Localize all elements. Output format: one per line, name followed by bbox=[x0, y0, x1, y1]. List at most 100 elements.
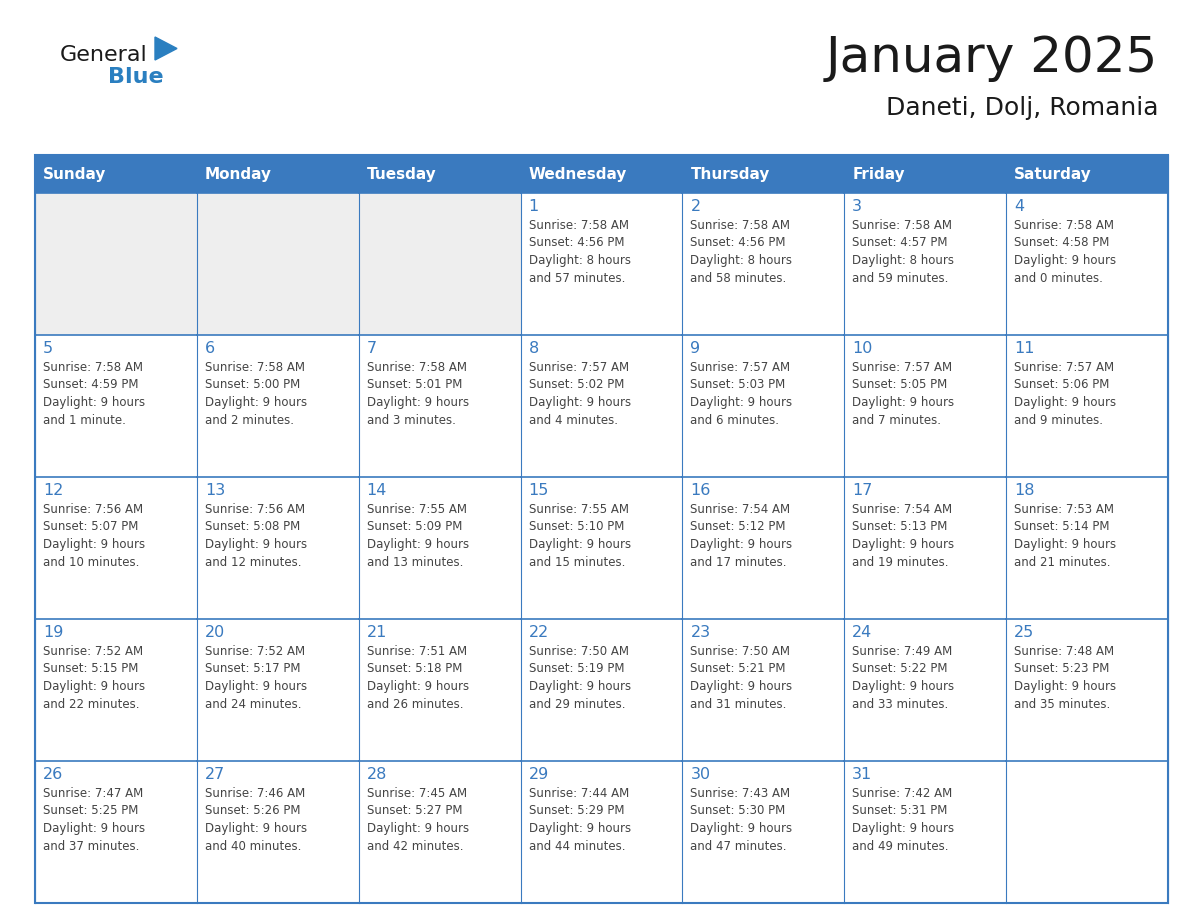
Bar bbox=[359, 335, 520, 477]
Text: Sunrise: 7:52 AM
Sunset: 5:17 PM
Daylight: 9 hours
and 24 minutes.: Sunrise: 7:52 AM Sunset: 5:17 PM Dayligh… bbox=[204, 645, 307, 711]
Text: 4: 4 bbox=[1015, 199, 1024, 214]
Bar bbox=[682, 335, 845, 477]
Polygon shape bbox=[154, 37, 177, 60]
Text: 30: 30 bbox=[690, 767, 710, 782]
Text: 29: 29 bbox=[529, 767, 549, 782]
Text: 27: 27 bbox=[204, 767, 225, 782]
Bar bbox=[197, 335, 359, 477]
Bar bbox=[359, 477, 520, 619]
Text: Wednesday: Wednesday bbox=[529, 166, 627, 182]
Text: 2: 2 bbox=[690, 199, 701, 214]
Text: Blue: Blue bbox=[108, 67, 164, 87]
Text: 19: 19 bbox=[43, 625, 63, 640]
Text: Tuesday: Tuesday bbox=[367, 166, 436, 182]
Text: Sunrise: 7:58 AM
Sunset: 4:56 PM
Daylight: 8 hours
and 58 minutes.: Sunrise: 7:58 AM Sunset: 4:56 PM Dayligh… bbox=[690, 219, 792, 285]
Text: Sunrise: 7:48 AM
Sunset: 5:23 PM
Daylight: 9 hours
and 35 minutes.: Sunrise: 7:48 AM Sunset: 5:23 PM Dayligh… bbox=[1015, 645, 1117, 711]
Text: 16: 16 bbox=[690, 483, 710, 498]
Text: 15: 15 bbox=[529, 483, 549, 498]
Bar bbox=[520, 477, 682, 619]
Text: Sunrise: 7:43 AM
Sunset: 5:30 PM
Daylight: 9 hours
and 47 minutes.: Sunrise: 7:43 AM Sunset: 5:30 PM Dayligh… bbox=[690, 787, 792, 853]
Text: Sunrise: 7:44 AM
Sunset: 5:29 PM
Daylight: 9 hours
and 44 minutes.: Sunrise: 7:44 AM Sunset: 5:29 PM Dayligh… bbox=[529, 787, 631, 853]
Text: Sunrise: 7:54 AM
Sunset: 5:12 PM
Daylight: 9 hours
and 17 minutes.: Sunrise: 7:54 AM Sunset: 5:12 PM Dayligh… bbox=[690, 503, 792, 568]
Text: Sunrise: 7:47 AM
Sunset: 5:25 PM
Daylight: 9 hours
and 37 minutes.: Sunrise: 7:47 AM Sunset: 5:25 PM Dayligh… bbox=[43, 787, 145, 853]
Bar bbox=[845, 155, 1006, 193]
Text: 11: 11 bbox=[1015, 341, 1035, 356]
Text: 23: 23 bbox=[690, 625, 710, 640]
Bar bbox=[197, 477, 359, 619]
Bar bbox=[1006, 155, 1168, 193]
Bar bbox=[845, 335, 1006, 477]
Text: Sunrise: 7:58 AM
Sunset: 4:57 PM
Daylight: 8 hours
and 59 minutes.: Sunrise: 7:58 AM Sunset: 4:57 PM Dayligh… bbox=[852, 219, 954, 285]
Text: Sunrise: 7:56 AM
Sunset: 5:08 PM
Daylight: 9 hours
and 12 minutes.: Sunrise: 7:56 AM Sunset: 5:08 PM Dayligh… bbox=[204, 503, 307, 568]
Bar bbox=[1006, 619, 1168, 761]
Text: Sunrise: 7:50 AM
Sunset: 5:19 PM
Daylight: 9 hours
and 29 minutes.: Sunrise: 7:50 AM Sunset: 5:19 PM Dayligh… bbox=[529, 645, 631, 711]
Text: Sunrise: 7:45 AM
Sunset: 5:27 PM
Daylight: 9 hours
and 42 minutes.: Sunrise: 7:45 AM Sunset: 5:27 PM Dayligh… bbox=[367, 787, 469, 853]
Bar bbox=[845, 761, 1006, 903]
Bar bbox=[34, 335, 197, 477]
Text: 7: 7 bbox=[367, 341, 377, 356]
Bar bbox=[520, 335, 682, 477]
Bar bbox=[682, 619, 845, 761]
Text: Sunrise: 7:46 AM
Sunset: 5:26 PM
Daylight: 9 hours
and 40 minutes.: Sunrise: 7:46 AM Sunset: 5:26 PM Dayligh… bbox=[204, 787, 307, 853]
Bar bbox=[520, 155, 682, 193]
Bar bbox=[520, 193, 682, 335]
Bar bbox=[845, 193, 1006, 335]
Bar bbox=[1006, 193, 1168, 335]
Bar bbox=[682, 761, 845, 903]
Bar bbox=[359, 761, 520, 903]
Text: Sunrise: 7:53 AM
Sunset: 5:14 PM
Daylight: 9 hours
and 21 minutes.: Sunrise: 7:53 AM Sunset: 5:14 PM Dayligh… bbox=[1015, 503, 1117, 568]
Text: General: General bbox=[61, 45, 147, 65]
Text: Thursday: Thursday bbox=[690, 166, 770, 182]
Bar bbox=[682, 477, 845, 619]
Bar bbox=[197, 155, 359, 193]
Text: Sunrise: 7:42 AM
Sunset: 5:31 PM
Daylight: 9 hours
and 49 minutes.: Sunrise: 7:42 AM Sunset: 5:31 PM Dayligh… bbox=[852, 787, 954, 853]
Text: Sunrise: 7:57 AM
Sunset: 5:03 PM
Daylight: 9 hours
and 6 minutes.: Sunrise: 7:57 AM Sunset: 5:03 PM Dayligh… bbox=[690, 361, 792, 427]
Bar bbox=[1006, 335, 1168, 477]
Bar bbox=[34, 155, 1168, 903]
Text: 12: 12 bbox=[43, 483, 63, 498]
Text: 1: 1 bbox=[529, 199, 539, 214]
Text: January 2025: January 2025 bbox=[826, 34, 1158, 82]
Text: Sunday: Sunday bbox=[43, 166, 107, 182]
Text: Sunrise: 7:50 AM
Sunset: 5:21 PM
Daylight: 9 hours
and 31 minutes.: Sunrise: 7:50 AM Sunset: 5:21 PM Dayligh… bbox=[690, 645, 792, 711]
Text: Sunrise: 7:58 AM
Sunset: 4:59 PM
Daylight: 9 hours
and 1 minute.: Sunrise: 7:58 AM Sunset: 4:59 PM Dayligh… bbox=[43, 361, 145, 427]
Bar bbox=[1006, 761, 1168, 903]
Text: 28: 28 bbox=[367, 767, 387, 782]
Text: 22: 22 bbox=[529, 625, 549, 640]
Text: 9: 9 bbox=[690, 341, 701, 356]
Bar bbox=[197, 193, 359, 335]
Bar bbox=[359, 155, 520, 193]
Bar bbox=[359, 193, 520, 335]
Bar bbox=[359, 619, 520, 761]
Bar bbox=[1006, 477, 1168, 619]
Text: 17: 17 bbox=[852, 483, 873, 498]
Text: 20: 20 bbox=[204, 625, 225, 640]
Text: 24: 24 bbox=[852, 625, 872, 640]
Text: 3: 3 bbox=[852, 199, 862, 214]
Text: Sunrise: 7:57 AM
Sunset: 5:05 PM
Daylight: 9 hours
and 7 minutes.: Sunrise: 7:57 AM Sunset: 5:05 PM Dayligh… bbox=[852, 361, 954, 427]
Text: 18: 18 bbox=[1015, 483, 1035, 498]
Text: Friday: Friday bbox=[852, 166, 905, 182]
Text: Daneti, Dolj, Romania: Daneti, Dolj, Romania bbox=[885, 96, 1158, 120]
Text: Sunrise: 7:56 AM
Sunset: 5:07 PM
Daylight: 9 hours
and 10 minutes.: Sunrise: 7:56 AM Sunset: 5:07 PM Dayligh… bbox=[43, 503, 145, 568]
Text: Sunrise: 7:52 AM
Sunset: 5:15 PM
Daylight: 9 hours
and 22 minutes.: Sunrise: 7:52 AM Sunset: 5:15 PM Dayligh… bbox=[43, 645, 145, 711]
Bar bbox=[520, 619, 682, 761]
Text: 6: 6 bbox=[204, 341, 215, 356]
Text: Sunrise: 7:51 AM
Sunset: 5:18 PM
Daylight: 9 hours
and 26 minutes.: Sunrise: 7:51 AM Sunset: 5:18 PM Dayligh… bbox=[367, 645, 469, 711]
Text: 8: 8 bbox=[529, 341, 539, 356]
Text: Monday: Monday bbox=[204, 166, 272, 182]
Text: Sunrise: 7:57 AM
Sunset: 5:02 PM
Daylight: 9 hours
and 4 minutes.: Sunrise: 7:57 AM Sunset: 5:02 PM Dayligh… bbox=[529, 361, 631, 427]
Text: Sunrise: 7:58 AM
Sunset: 4:58 PM
Daylight: 9 hours
and 0 minutes.: Sunrise: 7:58 AM Sunset: 4:58 PM Dayligh… bbox=[1015, 219, 1117, 285]
Text: Sunrise: 7:55 AM
Sunset: 5:10 PM
Daylight: 9 hours
and 15 minutes.: Sunrise: 7:55 AM Sunset: 5:10 PM Dayligh… bbox=[529, 503, 631, 568]
Bar bbox=[34, 761, 197, 903]
Text: 13: 13 bbox=[204, 483, 225, 498]
Bar bbox=[845, 619, 1006, 761]
Text: 14: 14 bbox=[367, 483, 387, 498]
Text: Sunrise: 7:58 AM
Sunset: 5:01 PM
Daylight: 9 hours
and 3 minutes.: Sunrise: 7:58 AM Sunset: 5:01 PM Dayligh… bbox=[367, 361, 469, 427]
Bar bbox=[520, 761, 682, 903]
Text: Sunrise: 7:58 AM
Sunset: 5:00 PM
Daylight: 9 hours
and 2 minutes.: Sunrise: 7:58 AM Sunset: 5:00 PM Dayligh… bbox=[204, 361, 307, 427]
Text: 31: 31 bbox=[852, 767, 872, 782]
Text: 5: 5 bbox=[43, 341, 53, 356]
Bar bbox=[34, 619, 197, 761]
Text: 25: 25 bbox=[1015, 625, 1035, 640]
